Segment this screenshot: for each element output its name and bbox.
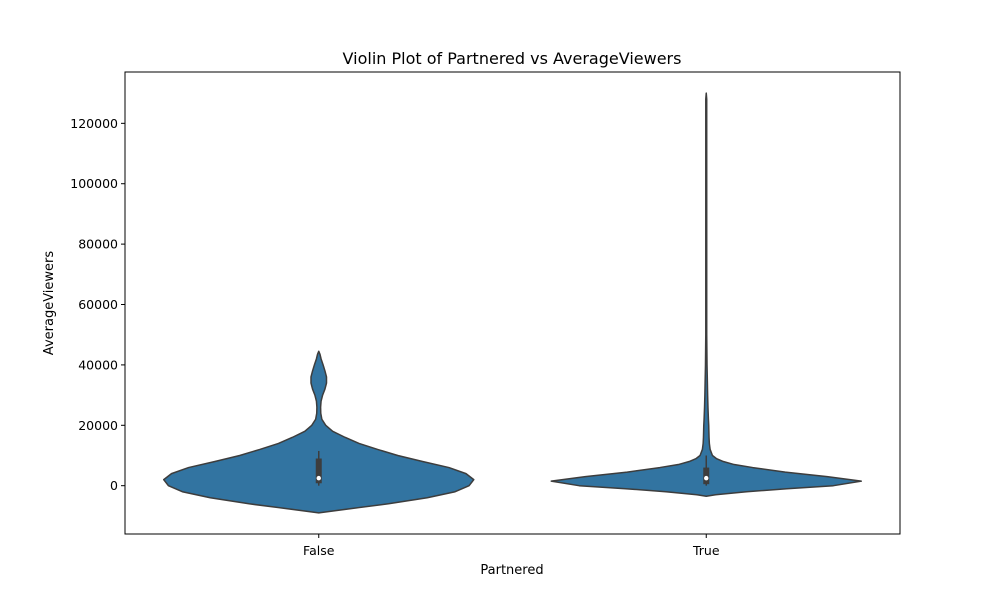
x-tick-label: True	[692, 543, 720, 558]
y-tick-label: 40000	[78, 357, 118, 372]
violin-true	[550, 92, 862, 497]
y-tick-label: 0	[110, 478, 118, 493]
y-tick-label: 20000	[78, 418, 118, 433]
violin-false	[163, 350, 475, 514]
ticks-layer: 0 20000 40000 60000 80000 100000 120000 False Tr…	[70, 116, 720, 558]
y-tick-label: 120000	[70, 116, 118, 131]
y-tick-label: 100000	[70, 176, 118, 191]
violin-body-true	[550, 92, 862, 497]
iqr-box-true	[703, 467, 710, 485]
median-marker-false	[316, 475, 321, 481]
y-tick-label: 60000	[78, 297, 118, 312]
violins-layer	[163, 92, 862, 514]
plot-frame	[124, 71, 901, 535]
y-tick-label: 80000	[78, 237, 118, 252]
violin-body-false	[163, 350, 475, 514]
iqr-box-false	[315, 458, 322, 484]
y-axis-label: AverageViewers	[42, 251, 57, 356]
x-tick-label: False	[303, 543, 335, 558]
x-axis-label: Partnered	[480, 563, 543, 578]
median-marker-true	[704, 475, 709, 481]
chart-title: Violin Plot of Partnered vs AverageViewe…	[343, 49, 682, 68]
